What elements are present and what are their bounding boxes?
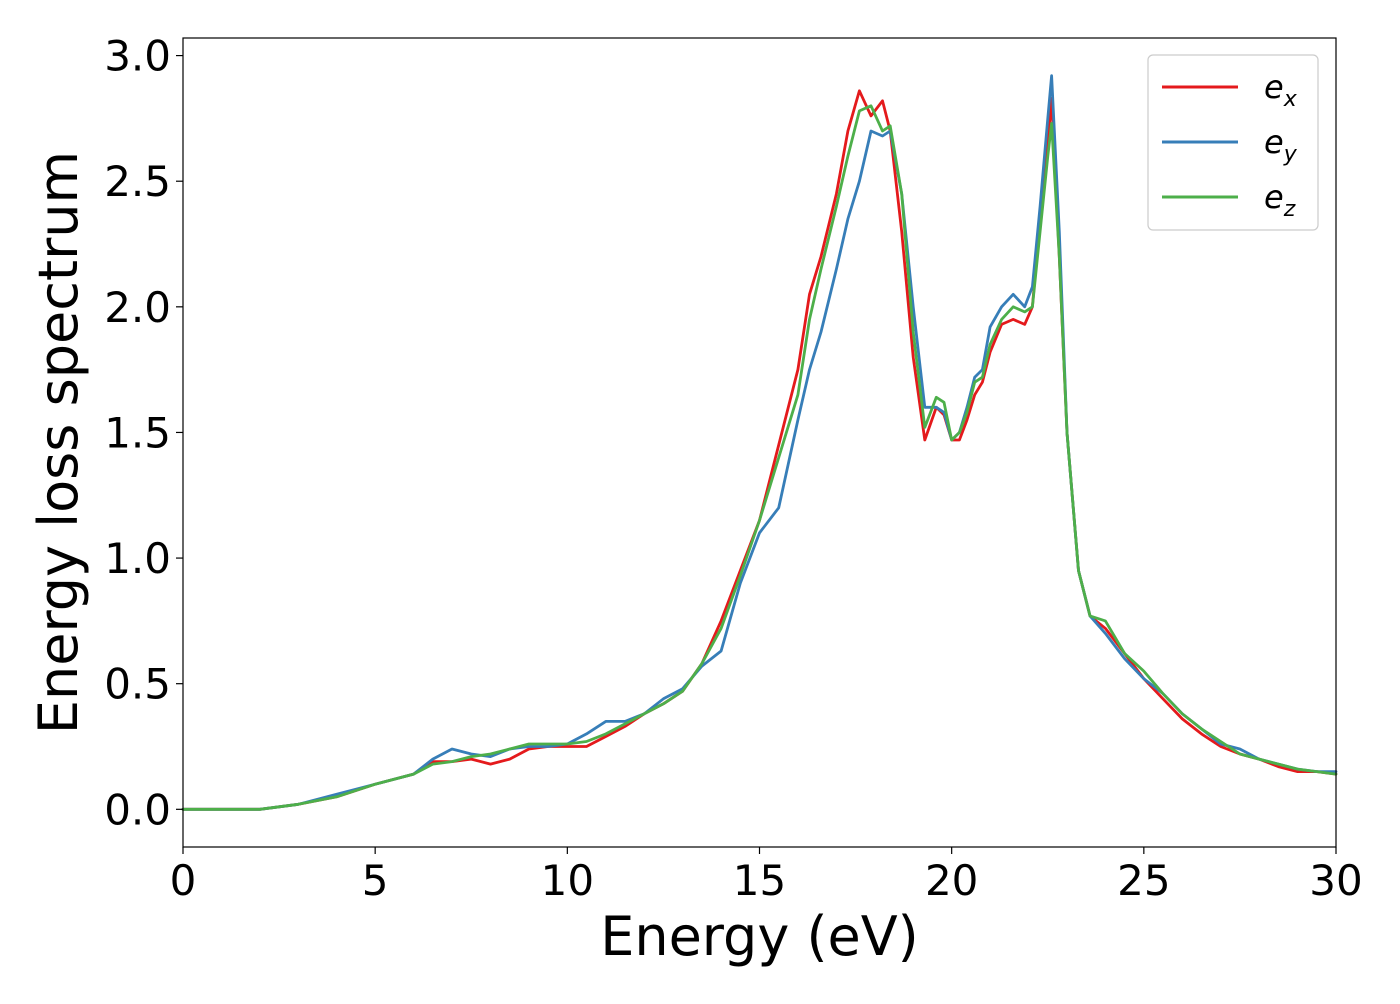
y-tick-label: 2.0	[104, 283, 171, 332]
x-axis-label: Energy (eV)	[600, 905, 919, 968]
x-tick-label: 20	[925, 856, 978, 905]
y-tick-label: 3.0	[104, 32, 171, 81]
series-layer	[181, 74, 1338, 811]
y-tick-label: 1.0	[104, 534, 171, 583]
y-tick-label: 1.5	[104, 408, 171, 457]
y-axis-label: Energy loss spectrum	[27, 151, 90, 734]
x-tick-label: 25	[1117, 856, 1170, 905]
x-axis-ticks: 0 5 10 15 20 25 30	[170, 847, 1363, 905]
x-tick-label: 0	[170, 856, 197, 905]
x-tick-label: 15	[733, 856, 786, 905]
y-tick-label: 0.0	[104, 785, 171, 834]
x-tick-label: 10	[541, 856, 594, 905]
y-tick-label: 2.5	[104, 157, 171, 206]
series-line-z	[181, 104, 1338, 811]
x-tick-label: 5	[362, 856, 389, 905]
y-tick-label: 0.5	[104, 660, 171, 709]
x-tick-label: 30	[1309, 856, 1362, 905]
legend-label-z: ez	[1264, 178, 1296, 222]
y-axis-ticks: 0.0 0.5 1.0 1.5 2.0 2.5 3.0	[104, 32, 183, 834]
